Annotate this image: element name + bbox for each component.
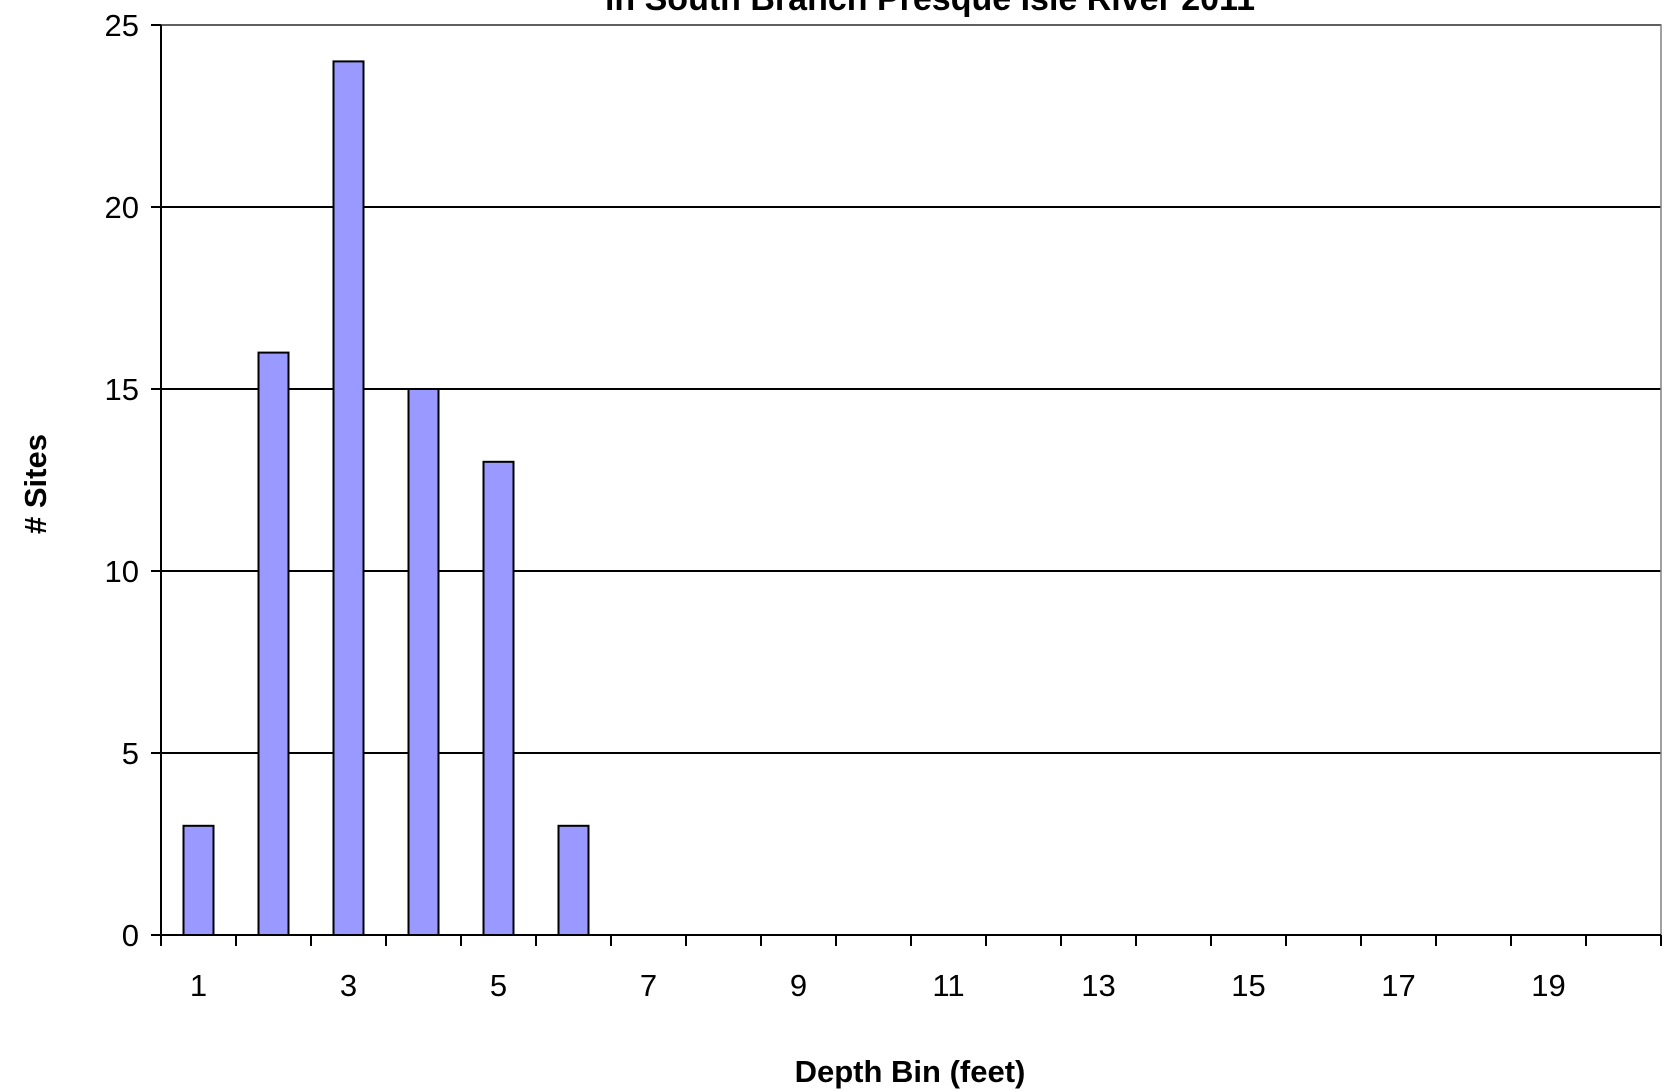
- x-tick-label: 17: [1381, 968, 1415, 1003]
- bar: [332, 60, 365, 936]
- y-tick-label: 15: [105, 372, 139, 407]
- plot-area: [160, 24, 1662, 936]
- x-tick-label: 7: [640, 968, 657, 1003]
- bar: [557, 824, 590, 936]
- x-tick-label: 1: [190, 968, 207, 1003]
- chart-title: in South Branch Presque Isle River 2011: [605, 0, 1255, 18]
- bars: [182, 60, 590, 937]
- x-tick-label: 13: [1081, 968, 1115, 1003]
- x-tick-label: 19: [1531, 968, 1565, 1003]
- x-tick-label: 11: [932, 968, 964, 1003]
- x-tick-label: 9: [790, 968, 807, 1003]
- bar: [482, 460, 515, 936]
- y-ticks: 0 5 10 15 20 25: [105, 8, 161, 953]
- y-tick-label: 5: [122, 736, 139, 771]
- y-tick-label: 20: [105, 190, 139, 225]
- bar: [182, 824, 215, 936]
- bar: [257, 351, 290, 937]
- bar: [407, 388, 440, 936]
- x-tick-label: 15: [1231, 968, 1265, 1003]
- x-ticks: 1 3 5 7 9 11 13 15 17 19: [160, 935, 1662, 1003]
- x-axis-title: Depth Bin (feet): [795, 1054, 1026, 1089]
- gridlines: [161, 24, 1661, 754]
- y-tick-label: 10: [105, 554, 139, 589]
- y-axis-title: # Sites: [18, 434, 53, 534]
- x-tick-label: 5: [490, 968, 507, 1003]
- y-tick-label: 25: [105, 8, 139, 43]
- x-tick-label: 3: [340, 968, 357, 1003]
- y-tick-label: 0: [122, 918, 139, 953]
